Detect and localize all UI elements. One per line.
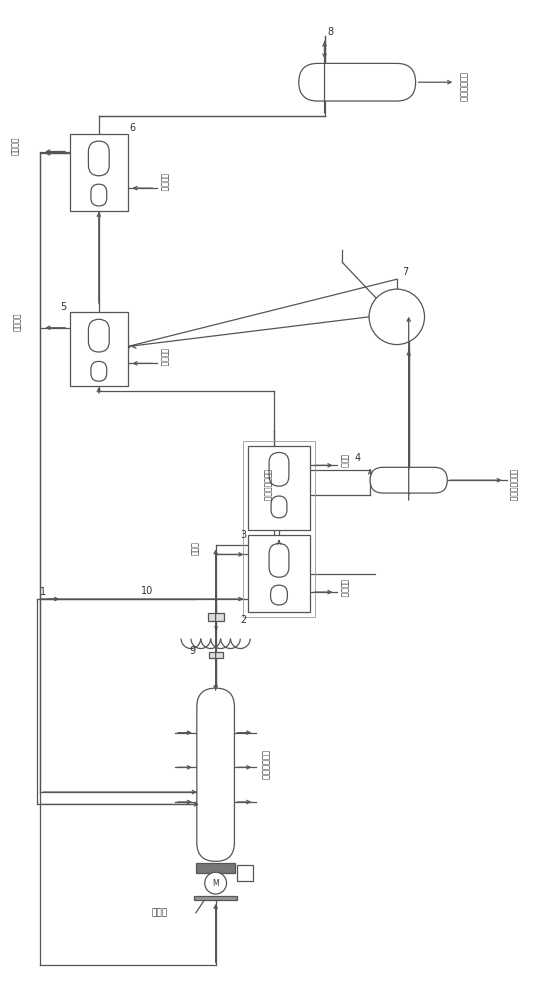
- Text: 合成残糟出料: 合成残糟出料: [260, 750, 269, 780]
- Text: 冷却水进: 冷却水进: [159, 348, 168, 367]
- Text: 加料口: 加料口: [152, 908, 168, 917]
- Text: M: M: [212, 879, 219, 888]
- Bar: [243, 441, 315, 617]
- Text: 1: 1: [41, 587, 47, 597]
- FancyBboxPatch shape: [271, 496, 287, 518]
- Text: 冷却水出: 冷却水出: [13, 313, 22, 331]
- Bar: [70, 134, 128, 211]
- Bar: [237, 865, 253, 881]
- Bar: [248, 535, 310, 612]
- Text: 冷凝液出: 冷凝液出: [339, 579, 348, 597]
- Bar: [194, 896, 237, 900]
- Text: 未反应一氧化碳: 未反应一氧化碳: [262, 469, 271, 501]
- FancyBboxPatch shape: [269, 544, 289, 577]
- Text: 热油出: 热油出: [339, 454, 348, 468]
- Text: 液体羊基产品: 液体羊基产品: [458, 72, 467, 102]
- FancyBboxPatch shape: [197, 688, 234, 861]
- Text: 蒸汽进: 蒸汽进: [191, 542, 200, 555]
- Text: 冷冻水出: 冷冻水出: [11, 136, 19, 155]
- Text: 未反应一氧化碳: 未反应一氧化碳: [509, 469, 517, 501]
- Text: V: V: [213, 626, 218, 631]
- Bar: [196, 863, 236, 873]
- Text: 9: 9: [189, 646, 195, 656]
- FancyBboxPatch shape: [271, 585, 287, 605]
- Text: 2: 2: [241, 615, 247, 625]
- FancyBboxPatch shape: [91, 184, 107, 206]
- Text: 8: 8: [328, 27, 334, 37]
- Text: 10: 10: [141, 586, 154, 596]
- Circle shape: [205, 872, 227, 894]
- FancyBboxPatch shape: [89, 319, 109, 352]
- Text: 5: 5: [60, 302, 66, 312]
- Bar: [208, 613, 223, 621]
- FancyBboxPatch shape: [299, 63, 416, 101]
- Text: 4: 4: [354, 453, 360, 463]
- Bar: [70, 312, 128, 386]
- FancyBboxPatch shape: [91, 361, 107, 381]
- Bar: [209, 652, 223, 658]
- Text: 7: 7: [402, 267, 408, 277]
- FancyBboxPatch shape: [89, 141, 109, 176]
- Text: 冷冻水进: 冷冻水进: [159, 173, 168, 191]
- Circle shape: [369, 289, 424, 345]
- Bar: [248, 446, 310, 530]
- FancyBboxPatch shape: [370, 467, 447, 493]
- FancyBboxPatch shape: [269, 452, 289, 486]
- Text: 6: 6: [129, 123, 135, 133]
- Text: 3: 3: [241, 530, 247, 540]
